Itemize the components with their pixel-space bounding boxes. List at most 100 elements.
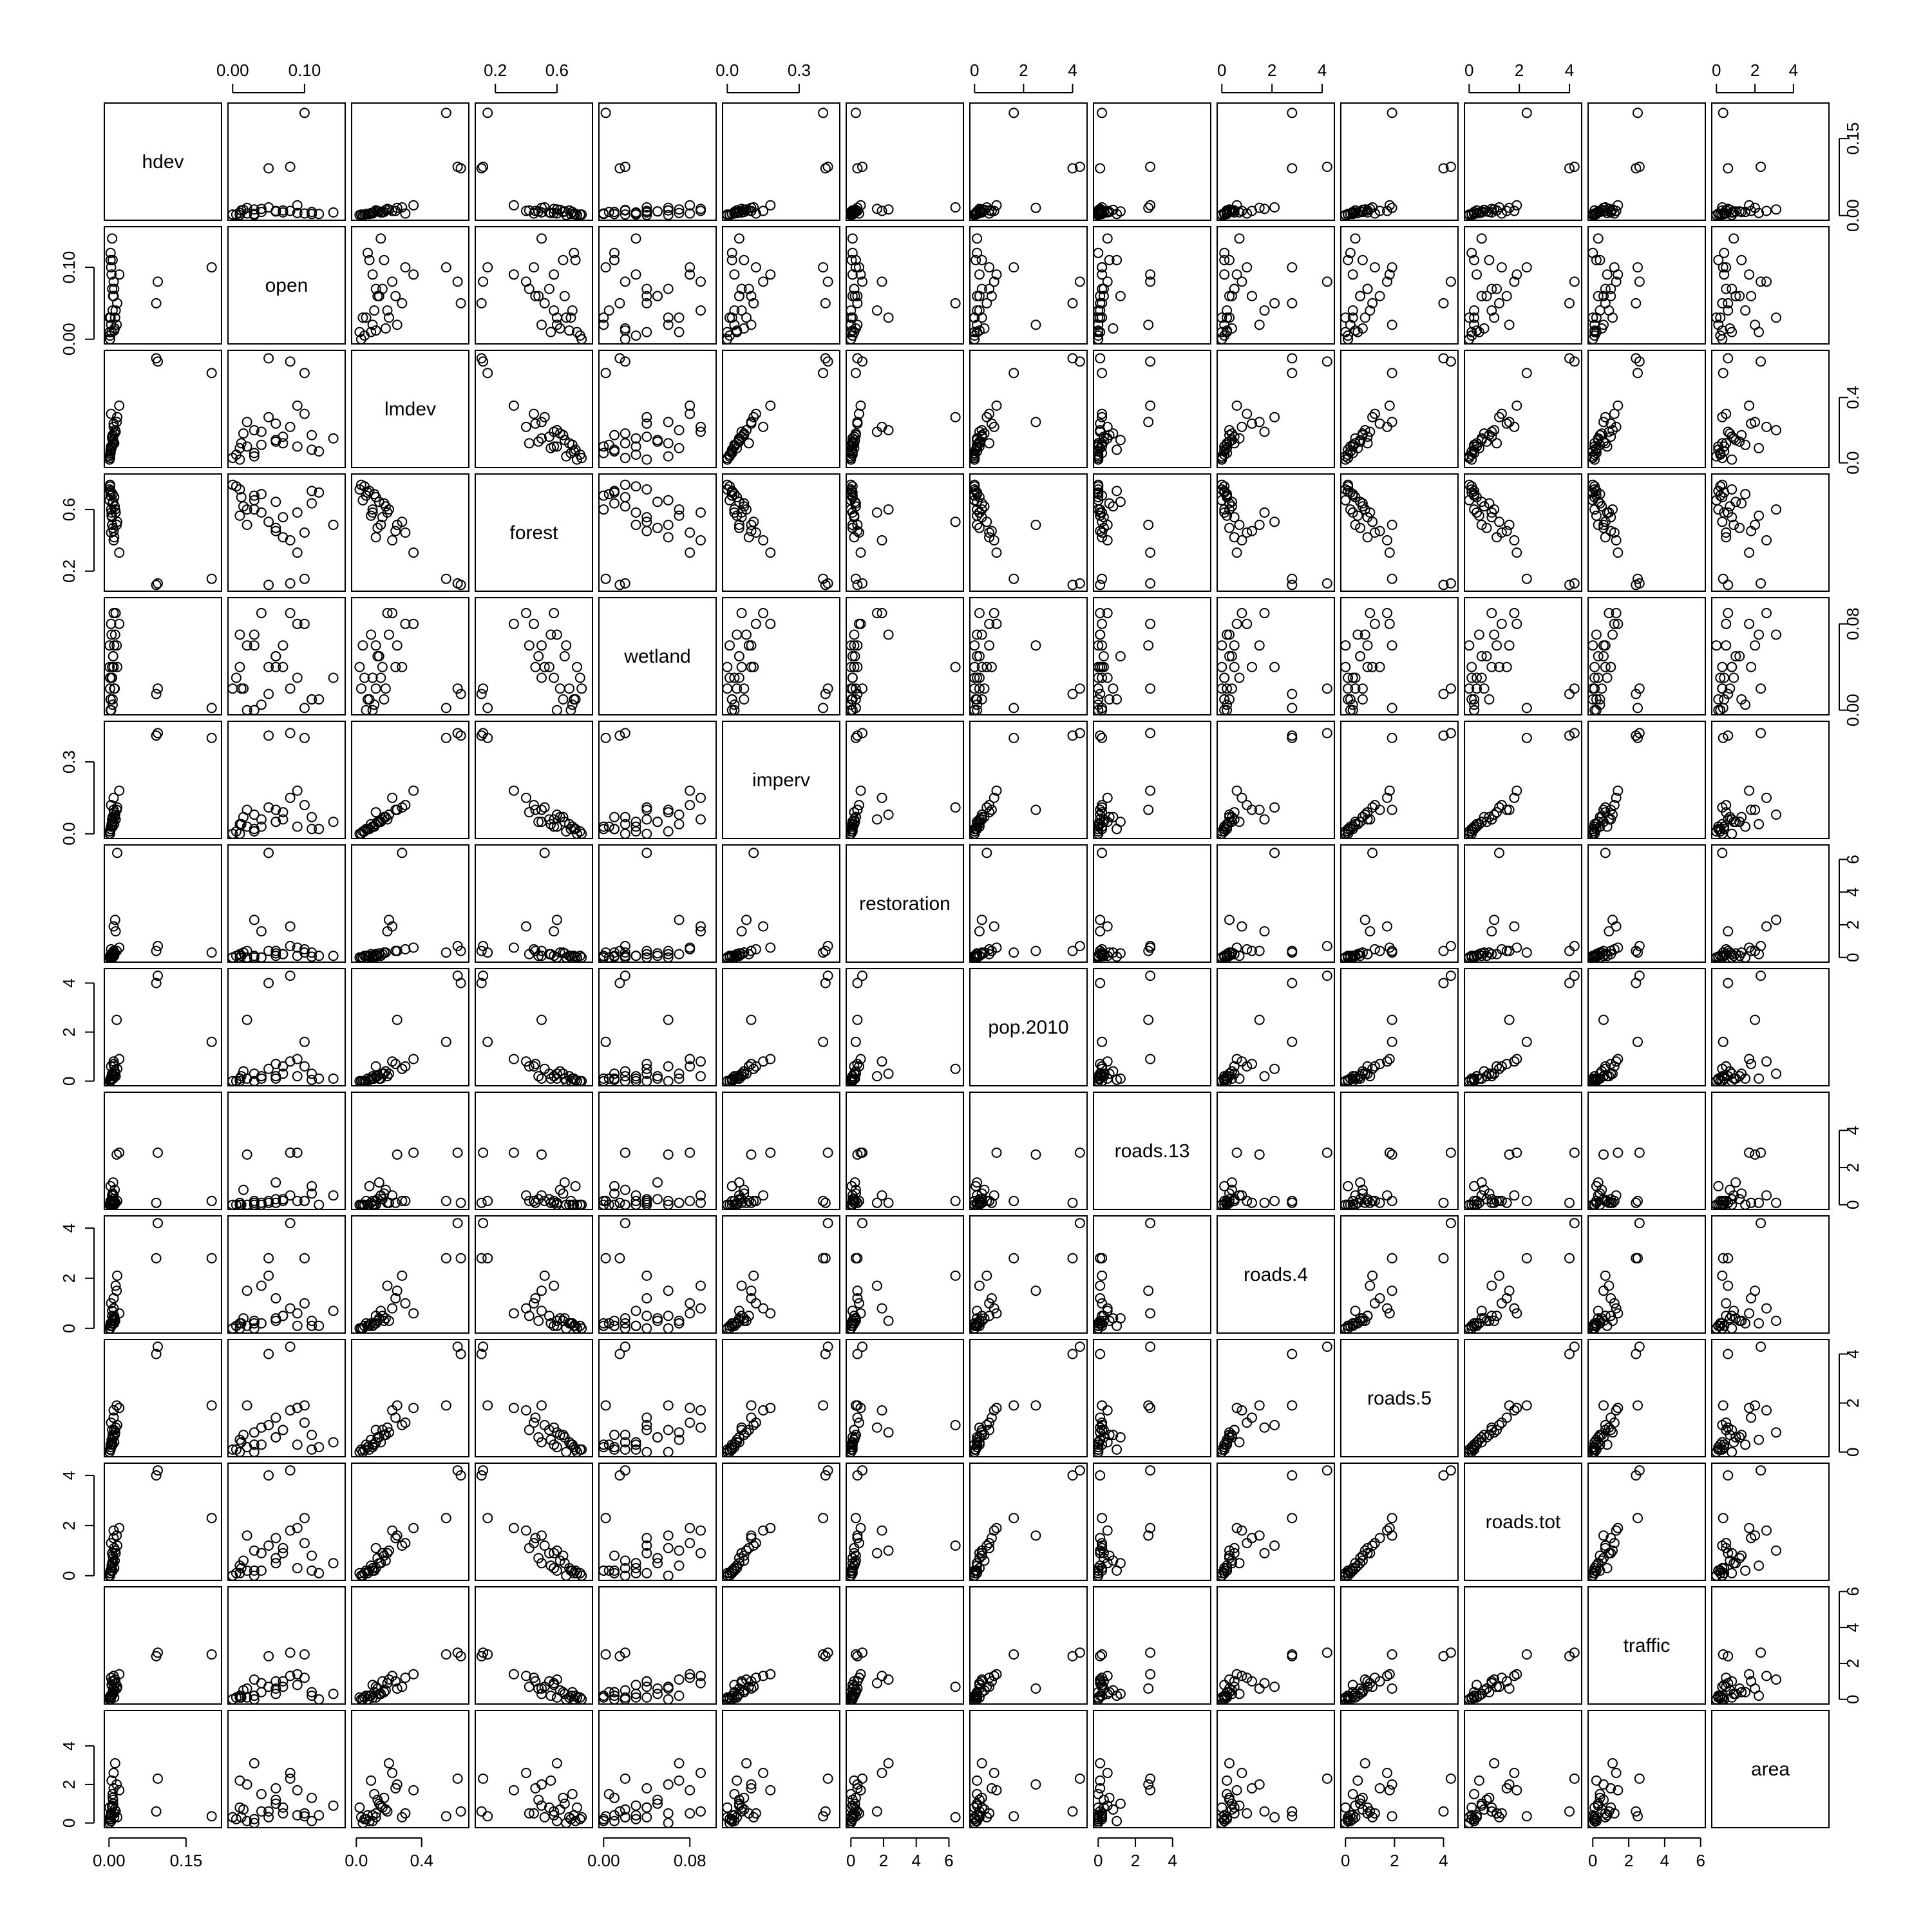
data-point bbox=[381, 324, 390, 333]
data-point bbox=[664, 1062, 673, 1071]
data-point bbox=[759, 422, 768, 431]
data-point bbox=[442, 703, 451, 712]
data-point bbox=[1068, 354, 1077, 363]
panel-roads.4-vs-lmdev bbox=[352, 1216, 469, 1333]
data-point bbox=[1522, 574, 1531, 583]
panel-forest-vs-forest: forest bbox=[475, 474, 592, 591]
data-point bbox=[271, 1433, 280, 1442]
data-point bbox=[370, 306, 379, 315]
panel-lmdev-vs-restoration bbox=[846, 350, 963, 468]
data-point bbox=[457, 1350, 466, 1359]
data-point bbox=[1095, 354, 1104, 363]
data-point bbox=[549, 674, 558, 683]
data-point bbox=[553, 706, 562, 715]
data-point bbox=[409, 270, 418, 279]
data-point bbox=[1487, 609, 1496, 618]
data-point bbox=[951, 517, 960, 526]
data-point bbox=[529, 263, 538, 272]
data-point bbox=[1349, 270, 1358, 279]
data-point bbox=[1495, 848, 1504, 857]
data-point bbox=[457, 299, 466, 308]
data-point bbox=[1068, 690, 1077, 699]
data-point bbox=[696, 793, 705, 802]
data-point bbox=[642, 455, 651, 464]
panel-open-vs-restoration bbox=[846, 227, 963, 344]
data-point bbox=[379, 256, 388, 265]
data-point bbox=[207, 1513, 216, 1522]
data-point bbox=[442, 108, 451, 117]
data-point bbox=[1522, 734, 1531, 743]
panel-frame bbox=[1217, 227, 1334, 344]
data-point bbox=[642, 1448, 651, 1457]
data-point bbox=[307, 499, 316, 508]
panel-frame bbox=[1464, 474, 1582, 591]
data-point bbox=[1260, 1423, 1269, 1432]
data-point bbox=[1376, 292, 1385, 301]
panel-roads.5-vs-roads.5: roads.5 bbox=[1341, 1340, 1458, 1457]
data-point bbox=[1356, 652, 1365, 661]
data-point bbox=[1741, 306, 1750, 315]
panel-forest-vs-restoration bbox=[846, 474, 963, 591]
data-point bbox=[723, 663, 732, 672]
data-point bbox=[675, 1561, 684, 1570]
data-point bbox=[1719, 249, 1728, 258]
data-point bbox=[749, 1271, 758, 1280]
data-point bbox=[442, 574, 451, 583]
data-point bbox=[286, 793, 295, 802]
data-point bbox=[1446, 1148, 1455, 1157]
panel-forest-vs-imperv bbox=[723, 474, 840, 591]
data-point bbox=[1146, 620, 1155, 629]
data-point bbox=[766, 1309, 775, 1318]
data-point bbox=[873, 1423, 882, 1432]
panel-frame bbox=[1464, 350, 1582, 468]
data-point bbox=[873, 815, 882, 824]
data-point bbox=[1146, 1403, 1155, 1412]
data-point bbox=[409, 1055, 418, 1064]
data-point bbox=[1631, 299, 1640, 308]
data-point bbox=[653, 817, 662, 826]
panel-roads.tot-vs-area bbox=[1712, 1463, 1829, 1580]
data-point bbox=[621, 335, 630, 344]
data-point bbox=[1737, 1430, 1746, 1439]
data-point bbox=[393, 641, 402, 650]
data-point bbox=[293, 442, 302, 451]
data-point bbox=[664, 285, 673, 294]
data-point bbox=[1068, 1254, 1077, 1263]
panel-lmdev-vs-forest bbox=[475, 350, 592, 468]
panel-roads.4-vs-roads.4: roads.4 bbox=[1217, 1216, 1334, 1333]
panel-frame bbox=[352, 1092, 469, 1209]
data-point bbox=[621, 326, 630, 335]
data-point bbox=[615, 979, 624, 988]
data-point bbox=[393, 1150, 402, 1159]
data-point bbox=[1464, 641, 1473, 650]
data-point bbox=[1603, 674, 1612, 683]
data-point bbox=[848, 234, 857, 243]
data-point bbox=[1146, 684, 1155, 693]
data-point bbox=[1388, 1286, 1397, 1295]
data-point bbox=[1762, 793, 1771, 802]
data-point bbox=[664, 1401, 673, 1410]
data-point bbox=[286, 728, 295, 737]
data-point bbox=[264, 1471, 273, 1480]
data-point bbox=[615, 1198, 624, 1208]
data-point bbox=[675, 950, 684, 959]
panel-open-vs-wetland bbox=[599, 227, 716, 344]
data-point bbox=[1146, 548, 1155, 557]
panel-roads.tot-vs-open bbox=[228, 1463, 345, 1580]
data-point bbox=[975, 609, 984, 618]
data-point bbox=[1097, 1271, 1106, 1280]
data-point bbox=[642, 815, 651, 824]
panel-lmdev-vs-roads.4 bbox=[1217, 350, 1334, 468]
data-point bbox=[1633, 263, 1642, 272]
data-point bbox=[1031, 806, 1040, 815]
data-point bbox=[1097, 574, 1106, 583]
data-point bbox=[1287, 263, 1296, 272]
panel-roads.4-vs-restoration bbox=[846, 1216, 963, 1333]
data-point bbox=[632, 1321, 641, 1331]
data-point bbox=[742, 915, 751, 924]
data-point bbox=[1009, 1513, 1018, 1522]
data-point bbox=[1565, 299, 1574, 308]
data-point bbox=[664, 417, 673, 426]
data-point bbox=[1287, 1037, 1296, 1046]
data-point bbox=[1633, 1037, 1642, 1046]
